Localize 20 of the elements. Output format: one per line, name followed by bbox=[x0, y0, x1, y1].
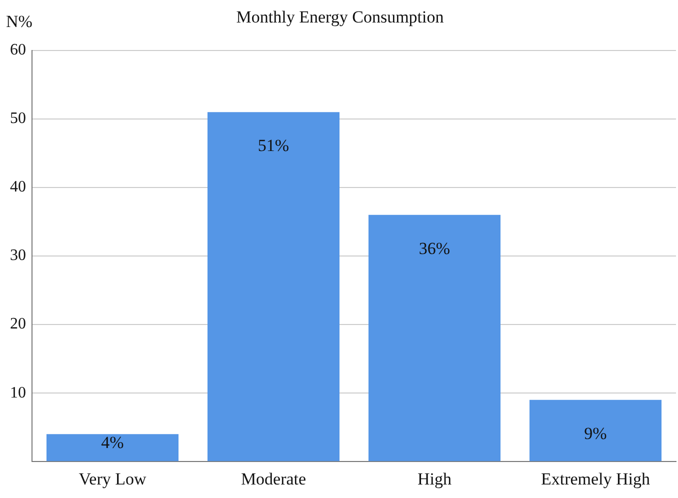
bar bbox=[368, 214, 501, 462]
y-tick-label: 30 bbox=[10, 247, 26, 264]
y-tick-label: 40 bbox=[10, 178, 26, 196]
y-tick-label: 20 bbox=[10, 316, 26, 333]
bar bbox=[46, 434, 179, 462]
chart-title: Monthly Energy Consumption bbox=[236, 8, 444, 27]
data-label: 4% bbox=[101, 433, 124, 452]
x-tick-label: Extremely High bbox=[540, 469, 651, 488]
x-tick-label: Very Low bbox=[78, 469, 147, 488]
bar bbox=[207, 112, 340, 462]
x-tick-label: Moderate bbox=[240, 469, 306, 488]
y-tick-label: 10 bbox=[10, 384, 26, 402]
data-label: 36% bbox=[418, 238, 450, 258]
y-axis-title: N% bbox=[6, 12, 32, 31]
y-tick-label: 50 bbox=[10, 110, 26, 128]
y-tick-label: 60 bbox=[10, 42, 26, 59]
bar bbox=[529, 400, 662, 462]
data-label: 51% bbox=[258, 136, 290, 156]
data-label: 9% bbox=[584, 424, 607, 443]
x-tick-label: High bbox=[418, 469, 452, 488]
